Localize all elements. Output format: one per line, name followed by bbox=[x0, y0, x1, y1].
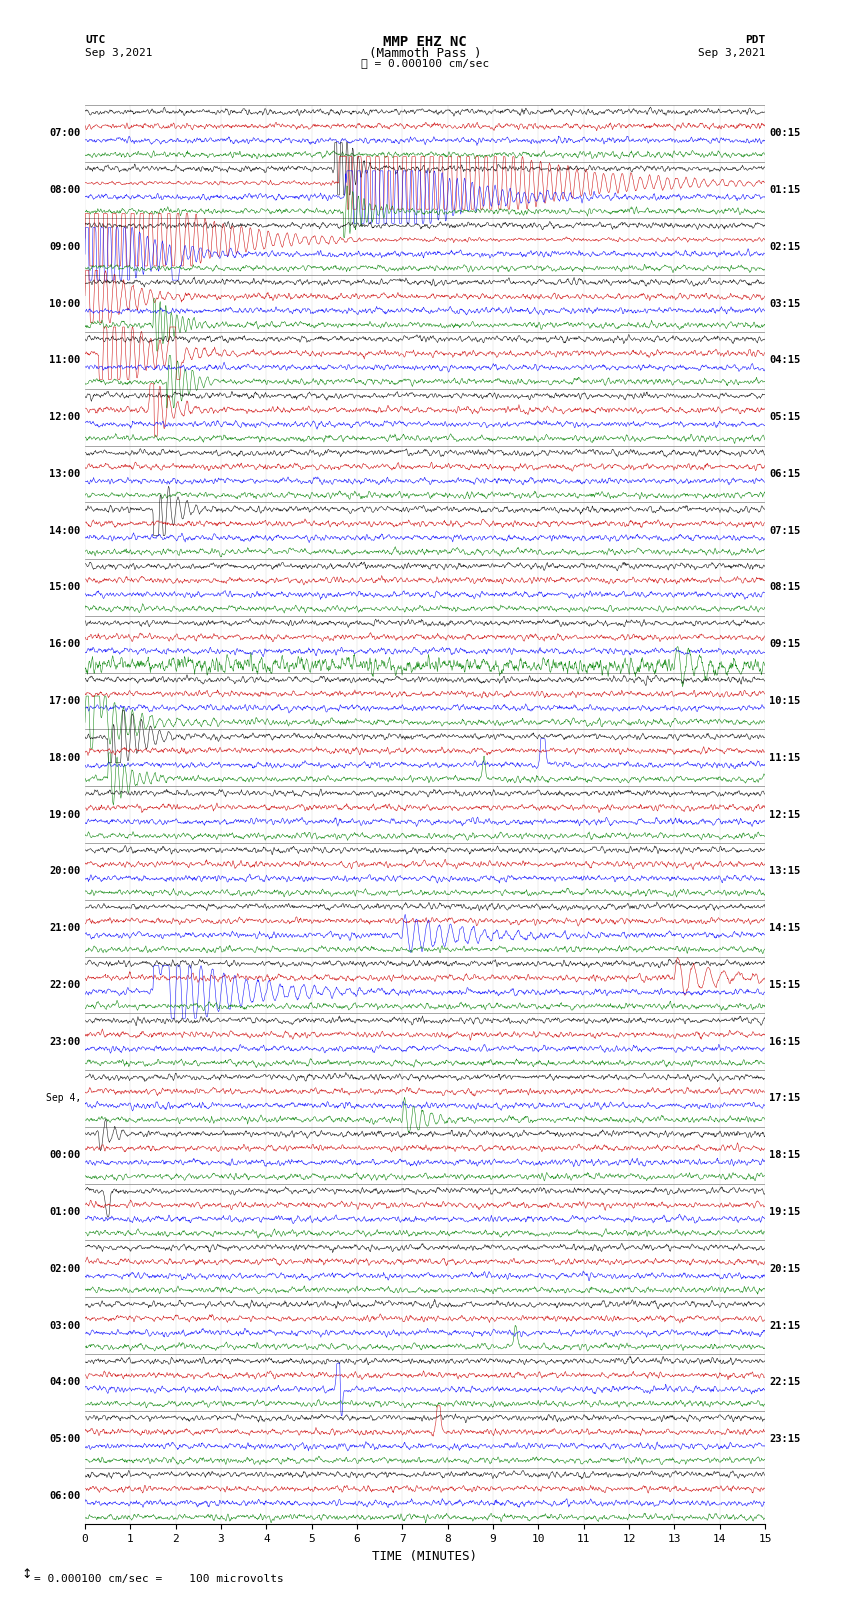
Text: ⎯ = 0.000100 cm/sec: ⎯ = 0.000100 cm/sec bbox=[361, 58, 489, 68]
Text: 02:15: 02:15 bbox=[769, 242, 801, 252]
Text: 08:15: 08:15 bbox=[769, 582, 801, 592]
Text: 01:00: 01:00 bbox=[49, 1207, 81, 1216]
Text: 06:00: 06:00 bbox=[49, 1490, 81, 1500]
Text: Sep 3,2021: Sep 3,2021 bbox=[85, 48, 152, 58]
Text: 09:15: 09:15 bbox=[769, 639, 801, 648]
Text: 13:00: 13:00 bbox=[49, 469, 81, 479]
Text: 04:00: 04:00 bbox=[49, 1378, 81, 1387]
Text: = 0.000100 cm/sec =    100 microvolts: = 0.000100 cm/sec = 100 microvolts bbox=[34, 1574, 284, 1584]
Text: 05:00: 05:00 bbox=[49, 1434, 81, 1444]
Text: 18:15: 18:15 bbox=[769, 1150, 801, 1160]
Text: 10:15: 10:15 bbox=[769, 697, 801, 706]
Text: Sep 4,: Sep 4, bbox=[46, 1094, 81, 1103]
Text: 21:00: 21:00 bbox=[49, 923, 81, 932]
Text: 00:15: 00:15 bbox=[769, 129, 801, 139]
Text: 16:00: 16:00 bbox=[49, 639, 81, 648]
Text: 03:15: 03:15 bbox=[769, 298, 801, 308]
Text: 22:00: 22:00 bbox=[49, 981, 81, 990]
Text: 17:00: 17:00 bbox=[49, 697, 81, 706]
Text: 16:15: 16:15 bbox=[769, 1037, 801, 1047]
Text: 05:15: 05:15 bbox=[769, 413, 801, 423]
Text: 15:00: 15:00 bbox=[49, 582, 81, 592]
Text: 04:15: 04:15 bbox=[769, 355, 801, 365]
Text: 00:00: 00:00 bbox=[49, 1150, 81, 1160]
Text: 14:15: 14:15 bbox=[769, 923, 801, 932]
Text: Sep 3,2021: Sep 3,2021 bbox=[698, 48, 765, 58]
Text: 20:15: 20:15 bbox=[769, 1265, 801, 1274]
Text: 15:15: 15:15 bbox=[769, 981, 801, 990]
Text: ↕: ↕ bbox=[21, 1568, 31, 1581]
Text: 22:15: 22:15 bbox=[769, 1378, 801, 1387]
Text: 08:00: 08:00 bbox=[49, 185, 81, 195]
Text: 19:15: 19:15 bbox=[769, 1207, 801, 1216]
Text: 13:15: 13:15 bbox=[769, 866, 801, 876]
Text: MMP EHZ NC: MMP EHZ NC bbox=[383, 35, 467, 50]
Text: 01:15: 01:15 bbox=[769, 185, 801, 195]
X-axis label: TIME (MINUTES): TIME (MINUTES) bbox=[372, 1550, 478, 1563]
Text: 11:00: 11:00 bbox=[49, 355, 81, 365]
Text: 18:00: 18:00 bbox=[49, 753, 81, 763]
Text: 23:15: 23:15 bbox=[769, 1434, 801, 1444]
Text: (Mammoth Pass ): (Mammoth Pass ) bbox=[369, 47, 481, 60]
Text: 10:00: 10:00 bbox=[49, 298, 81, 308]
Text: 23:00: 23:00 bbox=[49, 1037, 81, 1047]
Text: 20:00: 20:00 bbox=[49, 866, 81, 876]
Text: 12:15: 12:15 bbox=[769, 810, 801, 819]
Text: 17:15: 17:15 bbox=[769, 1094, 801, 1103]
Text: 06:15: 06:15 bbox=[769, 469, 801, 479]
Text: 12:00: 12:00 bbox=[49, 413, 81, 423]
Text: 11:15: 11:15 bbox=[769, 753, 801, 763]
Text: 07:00: 07:00 bbox=[49, 129, 81, 139]
Text: UTC: UTC bbox=[85, 35, 105, 45]
Text: PDT: PDT bbox=[745, 35, 765, 45]
Text: 14:00: 14:00 bbox=[49, 526, 81, 536]
Text: 21:15: 21:15 bbox=[769, 1321, 801, 1331]
Text: 09:00: 09:00 bbox=[49, 242, 81, 252]
Text: 02:00: 02:00 bbox=[49, 1265, 81, 1274]
Text: 19:00: 19:00 bbox=[49, 810, 81, 819]
Text: 03:00: 03:00 bbox=[49, 1321, 81, 1331]
Text: 07:15: 07:15 bbox=[769, 526, 801, 536]
